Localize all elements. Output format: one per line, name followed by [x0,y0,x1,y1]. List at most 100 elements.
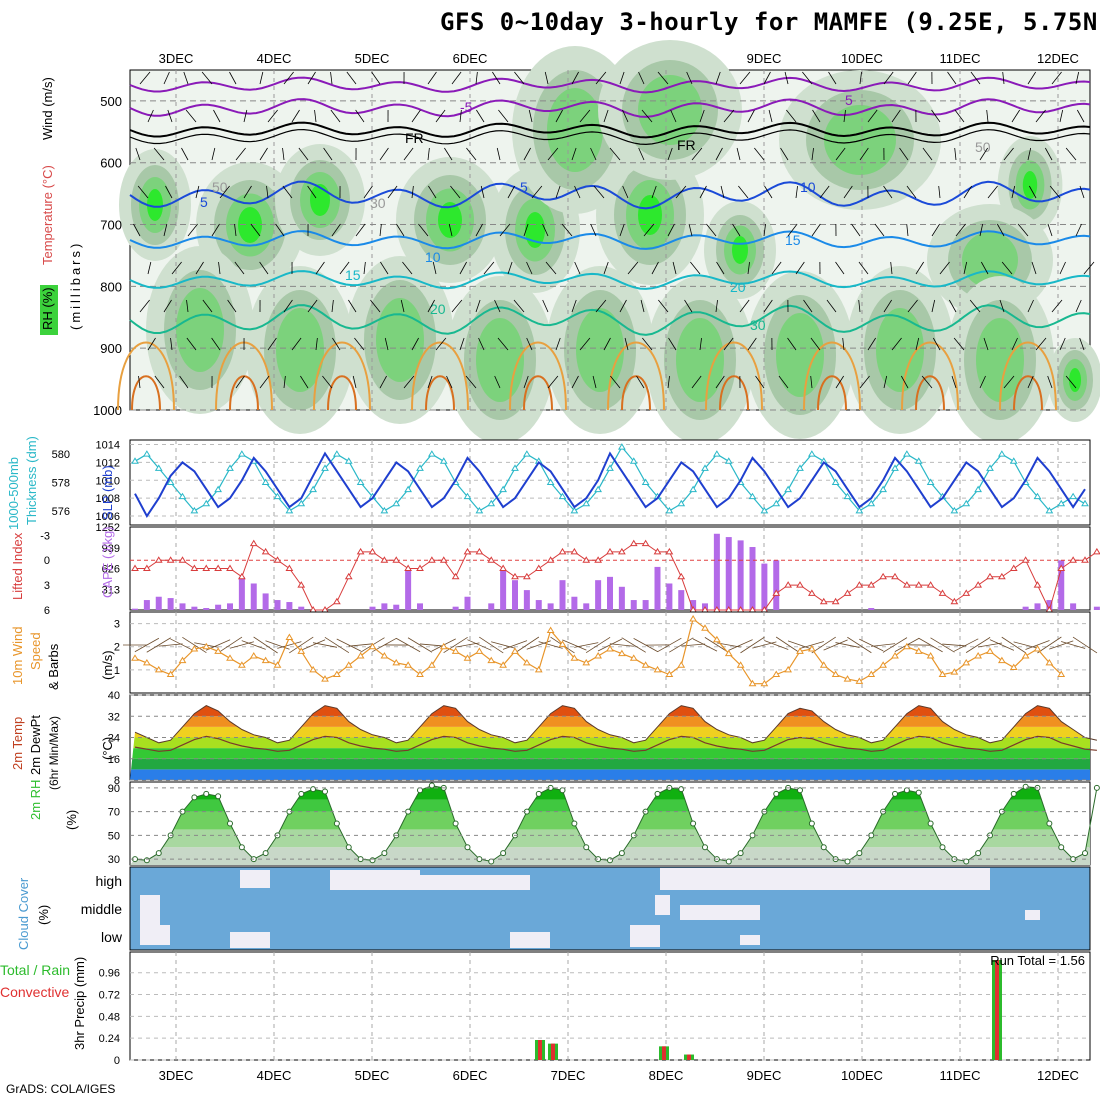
cloud-block [1025,910,1040,920]
data-point [950,668,959,675]
data-point [534,665,543,673]
wind-barb [459,261,467,275]
data-point [986,572,994,580]
pressure-tick: 600 [100,156,122,171]
wind-barb [202,299,213,313]
wind-barb [843,185,853,199]
wind-barb [859,638,884,652]
data-point [154,556,163,563]
cloud-block [655,895,670,915]
wind-barb [379,375,387,389]
data-point [891,572,899,580]
wind-barb [590,223,597,237]
contour-label: 20 [730,279,746,295]
wind-barb [965,637,991,653]
wind-barb [651,261,659,275]
data-point [582,658,591,666]
data-point [926,581,935,588]
rh-region [732,236,748,264]
data-point [309,665,318,673]
data-point [356,651,365,659]
wind-barb [1011,337,1018,351]
data-point [309,485,318,493]
data-point [345,844,352,851]
wind-barb [355,223,366,237]
precip-axis-title: 3hr Precip (mm) [72,957,87,1050]
wind-barb [871,643,896,647]
wind-barb [738,185,749,199]
wind-barb [811,147,814,161]
wind-barb [642,337,653,351]
wind-barb [435,109,446,123]
wind-barb [835,642,860,648]
data-point [962,658,971,666]
data-point [439,642,448,650]
wind-barb [513,299,525,313]
wind-barb [590,147,597,161]
wind-barb [234,223,237,237]
data-point [748,679,757,687]
data-point [974,581,983,588]
precip-tick: 0.24 [99,1033,120,1045]
data-point [416,464,424,471]
data-point [380,651,389,659]
wind-barb [315,261,325,275]
wind-barb [167,109,173,123]
contour-label: 10 [800,179,816,195]
temp-line [134,705,1098,744]
wind-barb [963,185,972,199]
wind-barb [526,261,533,275]
wind-barb [147,261,152,275]
wind-barb [186,337,197,351]
temperature-contour [411,341,469,411]
wind-barb [186,299,189,313]
rh-region [438,202,462,238]
temp-tick: 8 [114,775,120,787]
temperature-contour [719,375,749,411]
cape-bar [191,606,198,610]
wind-barb [699,109,705,123]
wind-barb [1051,71,1062,85]
wind-barb [538,641,563,649]
wind-barb [480,185,485,199]
temperature-contour [425,375,455,411]
data-point [773,790,780,797]
wind-barb [963,261,968,275]
wind-barb [571,375,579,389]
data-point [950,597,959,605]
data-point [641,539,650,547]
temperature-contour [621,375,651,411]
data-point [1046,820,1053,827]
data-point [237,661,246,668]
data-point [190,506,199,514]
wind-barb [403,147,414,161]
wind-barb [332,337,341,351]
wind-barb [1083,261,1095,275]
wind-barb [716,261,725,275]
data-point [142,564,151,571]
data-point [202,642,211,650]
wind-barb [883,375,888,389]
data-point [215,793,222,800]
wind-barb [942,643,967,647]
wind-barb [1017,223,1029,237]
wind-barb [379,223,382,237]
wind-barb [585,636,611,654]
temperature-contour [327,375,357,411]
pressure-axis-title: (millibars) [68,241,83,330]
wind-barb [603,109,609,123]
wind-barb [938,185,941,199]
wind-barb [243,109,248,123]
wind-barb [201,71,213,85]
wind-barb [810,375,813,389]
wind-barb [627,261,639,275]
wind-barb [1027,299,1034,313]
wind-barb [667,223,675,237]
data-point [487,556,496,563]
rh-region [310,184,330,216]
date-label-bottom: 12DEC [1037,1068,1079,1083]
cape-bar [381,603,388,610]
wind-barb [1028,185,1037,199]
wind-barb [953,337,965,351]
cape-bar [274,600,281,610]
